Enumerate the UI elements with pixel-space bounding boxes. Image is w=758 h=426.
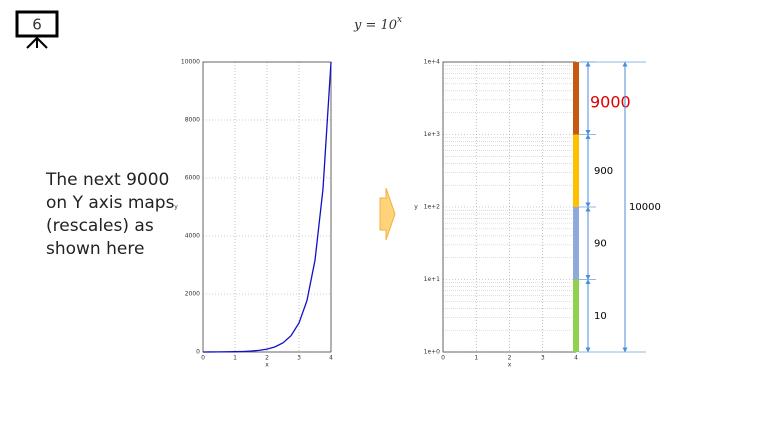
bar-segment — [573, 207, 579, 280]
y-tick-label: 1e+1 — [424, 276, 441, 283]
bar-segment — [573, 62, 579, 135]
x-tick-label: 4 — [329, 355, 333, 362]
slide-number: 6 — [32, 16, 42, 34]
y-tick-label: 1e+0 — [424, 349, 441, 356]
slide-title: y = 10x — [353, 15, 402, 33]
x-axis-label: x — [508, 362, 512, 369]
note-line: on Y axis maps — [46, 193, 175, 213]
x-tick-label: 0 — [441, 355, 445, 362]
y-tick-label: 6000 — [185, 175, 200, 182]
y-tick-label: 4000 — [185, 233, 200, 240]
bar-segment — [573, 134, 579, 207]
bar-segment — [573, 279, 579, 352]
segment-label: 10 — [594, 311, 607, 322]
segment-label: 900 — [594, 166, 613, 177]
y-tick-label: 10000 — [181, 59, 200, 66]
y-tick-label: 2000 — [185, 291, 200, 298]
y-axis-label: y — [414, 204, 418, 211]
x-tick-label: 3 — [541, 355, 545, 362]
slide-number-icon: 6 — [15, 10, 59, 49]
title-base: y = 10 — [353, 18, 397, 33]
y-tick-label: 1e+3 — [424, 131, 441, 138]
line — [202, 61, 332, 353]
arrow — [379, 187, 396, 241]
x-tick-label: 4 — [574, 355, 578, 362]
x-tick-label: 3 — [297, 355, 301, 362]
note-line: (rescales) as — [46, 216, 154, 236]
total-label: 10000 — [629, 202, 661, 213]
x-tick-label: 0 — [201, 355, 205, 362]
note-line: The next 9000 — [45, 170, 169, 190]
segment-label: 9000 — [590, 93, 631, 112]
x-axis-label: x — [265, 362, 269, 369]
title-exponent: x — [397, 15, 402, 25]
note: The next 9000 on Y axis maps (rescales) as… — [45, 170, 175, 259]
y-axis-label: y — [174, 204, 178, 211]
y-tick-label: 1e+2 — [424, 204, 441, 211]
plot-frame — [202, 61, 332, 353]
x-tick-label: 1 — [233, 355, 237, 362]
note-line: shown here — [46, 239, 144, 259]
x-tick-label: 2 — [265, 355, 269, 362]
y-tick-label: 1e+4 — [424, 59, 441, 66]
y-tick-label: 0 — [196, 349, 200, 356]
y-tick-label: 8000 — [185, 117, 200, 124]
x-tick-label: 2 — [508, 355, 512, 362]
x-tick-label: 1 — [474, 355, 478, 362]
segment-label: 90 — [594, 238, 607, 249]
